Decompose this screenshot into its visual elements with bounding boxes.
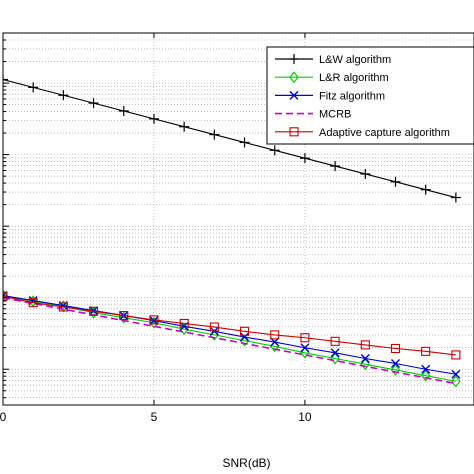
ticks (2, 32, 306, 405)
x-tick-label: 5 (151, 410, 158, 424)
square-marker (300, 333, 310, 343)
x-marker (330, 348, 340, 358)
x-axis-label: SNR(dB) (222, 456, 270, 470)
x-marker-stroke (240, 332, 250, 342)
square-marker (209, 322, 219, 332)
square-marker (270, 330, 280, 340)
diamond-marker (420, 369, 431, 382)
x-marker-stroke (3, 291, 8, 297)
legend-items: L&W algorithm L&R algorithm Fitz algorithm… (275, 54, 450, 139)
x-marker (149, 316, 159, 326)
square-marker (451, 350, 461, 360)
diamond-marker (451, 375, 461, 388)
legend: L&W algorithm L&R algorithm Fitz algorithm… (266, 46, 474, 145)
plus-marker (3, 74, 8, 85)
legend-item-4: Adaptive capture algorithm (275, 127, 450, 139)
diamond-marker (360, 358, 371, 371)
plus-marker (239, 137, 250, 148)
x-marker (89, 306, 99, 316)
plus-marker (148, 113, 159, 124)
diamond-marker (289, 71, 299, 84)
legend-item-3: MCRB (275, 109, 351, 121)
plus-marker (450, 192, 461, 203)
plus-marker (88, 98, 99, 109)
series-line (3, 295, 456, 375)
diamond-marker (330, 352, 340, 365)
x-marker-stroke (421, 364, 431, 374)
plus-marker (390, 176, 401, 187)
square-marker (421, 346, 431, 356)
plus-marker (209, 129, 220, 140)
square-marker (330, 336, 340, 346)
legend-label: MCRB (319, 109, 351, 121)
legend-item-1: L&R algorithm (275, 71, 389, 84)
square-marker (119, 311, 129, 321)
square-marker (89, 306, 99, 316)
x-marker (421, 364, 431, 374)
square-marker (179, 318, 189, 328)
series-line (3, 78, 457, 199)
x-tick-labels: 0 5 10 (0, 410, 312, 424)
plot-frame (2, 32, 474, 406)
plus-marker (330, 161, 341, 172)
series-line (3, 295, 456, 356)
square-marker (149, 315, 159, 325)
x-marker (300, 343, 310, 353)
x-marker (360, 354, 370, 363)
series-layer (3, 74, 461, 388)
x-marker (289, 90, 299, 100)
legend-item-2: Fitz algorithm (275, 90, 385, 102)
x-marker-stroke (360, 354, 370, 363)
x-tick-label: 10 (298, 410, 312, 424)
x-marker-stroke (89, 306, 99, 316)
x-marker (240, 332, 250, 342)
square-marker (390, 343, 401, 354)
square-marker (3, 291, 8, 301)
series-4 (3, 291, 461, 360)
x-marker-stroke (451, 369, 461, 379)
diamond-marker (3, 289, 8, 302)
x-marker-stroke (330, 348, 340, 358)
plus-marker (360, 168, 371, 179)
square-marker (239, 326, 250, 336)
series-0 (3, 74, 461, 203)
plus-marker (269, 145, 280, 156)
legend-label: Adaptive capture algorithm (319, 127, 450, 139)
x-tick-label: 0 (0, 410, 7, 424)
diamond-marker (390, 363, 401, 376)
legend-item-0: L&W algorithm (275, 54, 391, 66)
x-marker-stroke (149, 316, 159, 326)
plus-marker (299, 153, 310, 164)
x-marker-stroke (391, 359, 400, 369)
plus-marker (118, 105, 129, 116)
x-marker-stroke (289, 90, 299, 100)
legend-label: Fitz algorithm (319, 90, 385, 102)
plus-marker (28, 82, 39, 93)
square-marker (28, 298, 38, 308)
square-marker (58, 302, 68, 312)
plus-marker (58, 90, 69, 101)
plus-marker (420, 184, 431, 195)
x-marker (451, 369, 461, 379)
grid (2, 32, 474, 405)
x-marker (391, 359, 400, 369)
square-marker (289, 127, 299, 137)
x-marker-stroke (300, 343, 310, 353)
plus-marker (289, 54, 299, 64)
legend-label: L&R algorithm (319, 72, 389, 84)
legend-label: L&W algorithm (319, 54, 391, 66)
square-marker (360, 340, 370, 350)
plus-marker (179, 121, 190, 132)
